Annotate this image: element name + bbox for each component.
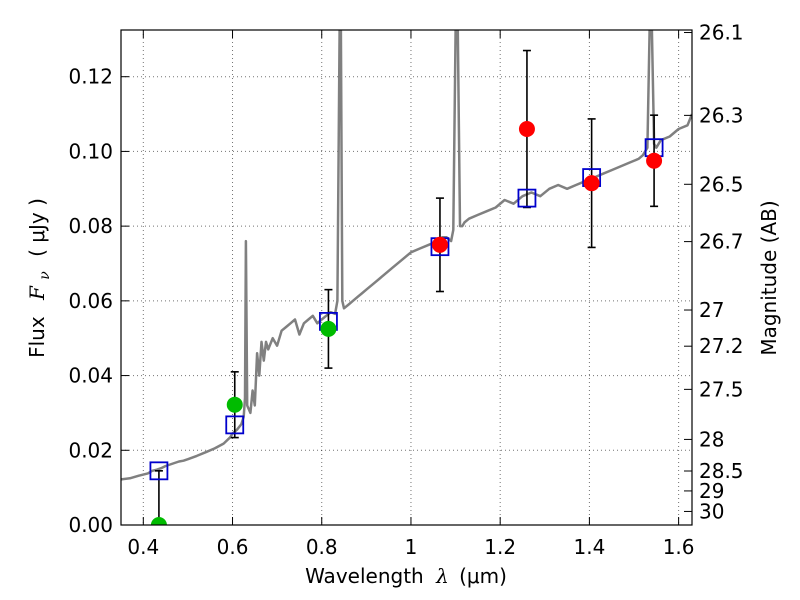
x-tick-label: 1.2 xyxy=(484,535,516,559)
y2-tick-label: 29 xyxy=(699,479,724,503)
y2-tick-label: 27 xyxy=(699,298,724,322)
photometry-point xyxy=(226,396,243,413)
x-tick-label: 0.4 xyxy=(127,535,159,559)
y-axis-label: Flux xyxy=(25,316,49,358)
y-axis-title: Flux F ν ( μJy ) xyxy=(25,198,54,358)
x-tick-label: 1.6 xyxy=(663,535,695,559)
y2-tick-label: 28.5 xyxy=(699,459,744,483)
y-axis-unit: ( μJy ) xyxy=(25,198,49,257)
plot-frame xyxy=(120,29,693,526)
y-tick-label: 0.00 xyxy=(68,513,113,537)
model-flux-box xyxy=(149,461,169,481)
y-axis-symbol: F xyxy=(25,285,49,301)
y2-tick-label: 27.5 xyxy=(699,377,744,401)
photometry-point xyxy=(320,320,337,337)
x-tick-label: 1 xyxy=(405,535,418,559)
y2-tick-label: 26.7 xyxy=(699,230,744,254)
model-flux-box xyxy=(517,188,537,208)
y2-tick-label: 26.1 xyxy=(699,21,744,45)
y2-axis-title: Magnitude (AB) xyxy=(757,200,781,355)
y-tick-label: 0.12 xyxy=(68,65,113,89)
x-axis-label: Wavelength xyxy=(305,564,424,588)
model-flux-box xyxy=(225,415,245,435)
y-tick-label: 0.02 xyxy=(68,438,113,462)
photometry-point xyxy=(431,236,448,253)
photometry-point xyxy=(646,152,663,169)
y-axis-subscript: ν xyxy=(37,271,53,280)
x-tick-label: 0.6 xyxy=(217,535,249,559)
y2-tick-label: 30 xyxy=(699,499,724,523)
y2-tick-label: 27.2 xyxy=(699,334,744,358)
y-tick-label: 0.10 xyxy=(68,139,113,163)
photometry-point xyxy=(518,121,535,137)
y-tick-label: 0.04 xyxy=(68,364,113,388)
y-tick-label: 0.08 xyxy=(68,214,113,238)
x-tick-label: 1.4 xyxy=(573,535,605,559)
plot-area xyxy=(121,30,692,525)
y2-tick-label: 26.3 xyxy=(699,103,744,127)
y-tick-label: 0.06 xyxy=(68,289,113,313)
x-tick-label: 0.8 xyxy=(306,535,338,559)
axis-ticks xyxy=(121,30,692,526)
y2-tick-label: 26.5 xyxy=(699,172,744,196)
photometry-point xyxy=(583,175,600,192)
x-axis-title: Wavelength λ (μm) xyxy=(305,564,507,588)
sed-model-line xyxy=(121,30,692,481)
y2-tick-label: 28 xyxy=(699,427,724,451)
x-axis-symbol: λ xyxy=(435,564,449,588)
grid xyxy=(121,30,692,526)
y2-axis-title-group: Magnitude (AB) xyxy=(757,200,781,355)
x-axis-unit: (μm) xyxy=(459,564,507,588)
y-axis-title-group: Flux F ν ( μJy ) xyxy=(25,198,54,358)
photometry-point xyxy=(150,517,167,525)
